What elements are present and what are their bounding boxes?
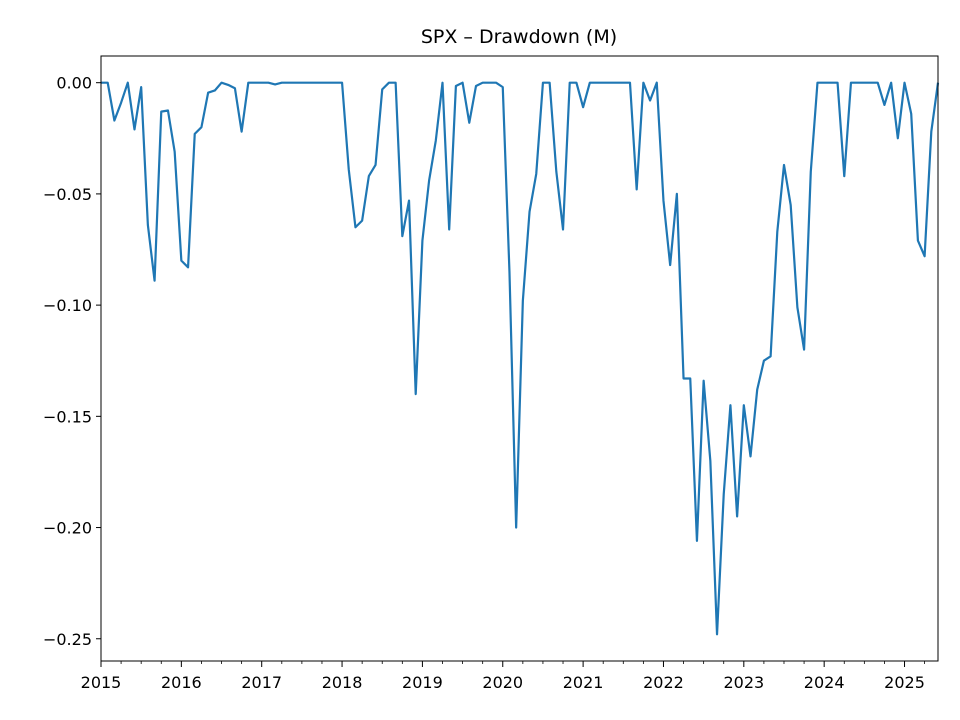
chart-title: SPX – Drawdown (M) [421, 26, 617, 48]
x-tick-label: 2024 [804, 673, 845, 692]
x-tick-label: 2018 [322, 673, 363, 692]
x-tick-label: 2021 [563, 673, 604, 692]
y-tick-label: −0.15 [43, 407, 92, 426]
x-tick-label: 2019 [402, 673, 443, 692]
y-tick-label: 0.00 [56, 74, 92, 93]
x-tick-label: 2023 [723, 673, 764, 692]
y-tick-label: −0.10 [43, 296, 92, 315]
axes: 0.00 −0.05 −0.10 −0.15 −0.20 −0.25 2015 2016 201… [43, 55, 939, 692]
y-tick-label: −0.25 [43, 630, 92, 649]
y-tick-label: −0.05 [43, 185, 92, 204]
x-tick-label: 2020 [482, 673, 523, 692]
x-tick-label: 2016 [161, 673, 202, 692]
x-tick-label: 2022 [643, 673, 684, 692]
y-tick-label: −0.20 [43, 519, 92, 538]
plot-area [101, 81, 940, 636]
plot-frame [100, 55, 939, 662]
drawdown-line [101, 81, 940, 636]
x-tick-label: 2017 [241, 673, 282, 692]
x-tick-label: 2015 [81, 673, 122, 692]
x-tick-label: 2025 [884, 673, 925, 692]
